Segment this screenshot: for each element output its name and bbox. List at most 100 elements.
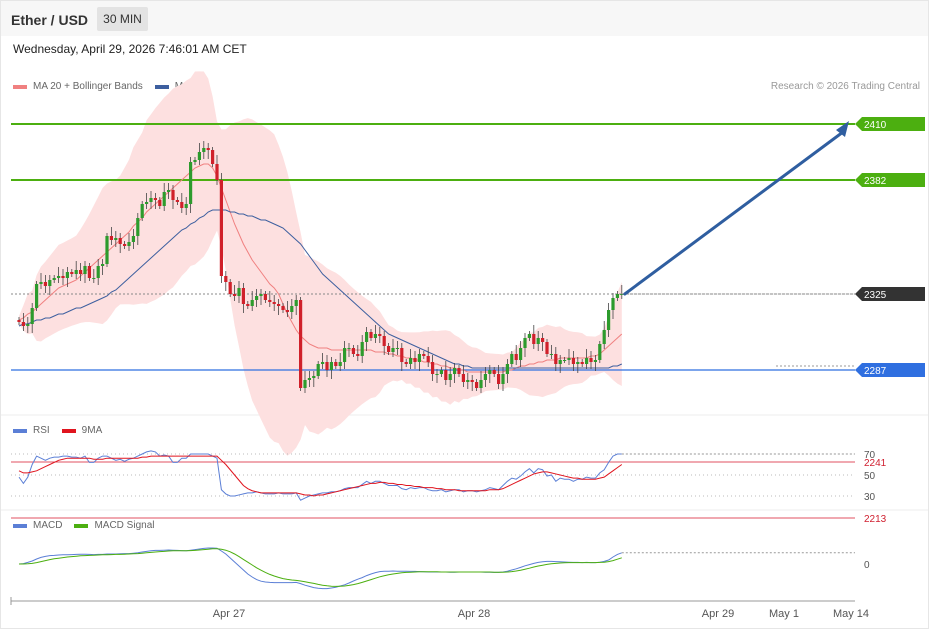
macd-tick-label: 0	[864, 560, 870, 571]
candle-body	[109, 236, 113, 240]
legend-macd-label: MACD	[33, 520, 63, 531]
candle-body	[343, 348, 347, 362]
candle-body	[224, 276, 228, 282]
candle-body	[101, 264, 105, 266]
candle-body	[277, 304, 281, 306]
x-tick-label: Apr 29	[702, 608, 734, 620]
candle-body	[184, 204, 188, 208]
legend-ma20-label: MA 20 + Bollinger Bands	[33, 81, 143, 92]
candle-body	[567, 358, 571, 360]
chart-header: Ether / USD 30 MIN	[1, 1, 928, 36]
candle-body	[444, 370, 448, 380]
candle-body	[475, 382, 479, 388]
candle-body	[127, 242, 131, 246]
candle-body	[26, 324, 30, 326]
candle-body	[105, 236, 109, 264]
candle-body	[360, 342, 364, 356]
candle-body	[30, 308, 34, 324]
candle-body	[461, 374, 465, 382]
rsi-tick-label: 50	[864, 471, 876, 482]
candle-body	[607, 310, 611, 330]
x-tick-label: May 14	[833, 608, 869, 620]
candle-body	[602, 330, 606, 344]
candle-body	[470, 380, 474, 382]
forecast-arrowhead	[836, 121, 849, 137]
candle-body	[285, 310, 289, 312]
candle-body	[585, 358, 589, 364]
candle-body	[554, 354, 558, 364]
candle-body	[175, 200, 179, 202]
candle-body	[79, 270, 83, 274]
candle-body	[149, 198, 153, 202]
macd-swatch	[13, 523, 27, 528]
ma50-line	[18, 209, 623, 369]
candle-body	[549, 354, 553, 355]
candle-body	[241, 288, 245, 304]
candle-body	[422, 354, 426, 356]
candle-body	[180, 202, 184, 208]
candle-body	[237, 288, 241, 296]
candle-body	[510, 354, 514, 364]
rsi-legend: RSI 9MA	[13, 425, 102, 436]
candle-body	[189, 162, 193, 204]
candle-body	[615, 294, 619, 298]
candle-body	[580, 362, 584, 364]
candle-body	[52, 278, 56, 280]
candle-body	[558, 360, 562, 364]
candle-body	[290, 306, 294, 312]
candle-body	[347, 348, 351, 349]
candle-body	[162, 192, 166, 206]
candle-body	[303, 380, 307, 388]
candle-body	[118, 238, 122, 244]
candle-body	[307, 378, 311, 380]
candle-body	[136, 218, 140, 236]
candle-body	[453, 368, 457, 374]
rsi-swatch	[13, 428, 27, 433]
candle-body	[255, 296, 259, 300]
candle-body	[571, 358, 575, 364]
candle-body	[48, 280, 52, 286]
candle-body	[35, 284, 39, 308]
rsi-tick-label: 70	[864, 450, 876, 461]
candle-body	[215, 164, 219, 180]
candle-body	[519, 348, 523, 360]
candle-body	[545, 342, 549, 354]
candle-body	[576, 362, 580, 364]
price-level-label: 2325	[864, 290, 887, 301]
candle-body	[294, 300, 298, 306]
candle-body	[497, 374, 501, 384]
candle-body	[563, 360, 567, 361]
rsi-line	[18, 450, 622, 501]
price-level-label: 2287	[864, 366, 887, 377]
candle-body	[391, 348, 395, 352]
rsi-tick-label: 30	[864, 492, 876, 503]
candle-body	[281, 306, 285, 310]
candle-body	[334, 362, 338, 366]
candle-body	[70, 272, 74, 274]
price-level-tag	[855, 363, 925, 377]
candle-body	[611, 298, 615, 310]
candle-body	[409, 358, 413, 364]
candle-body	[395, 348, 399, 349]
candle-body	[299, 300, 303, 388]
candle-body	[483, 374, 487, 380]
candle-body	[193, 160, 197, 162]
price-level-label: 2213	[864, 514, 887, 525]
bollinger-band-fill	[19, 71, 622, 456]
timeframe-button[interactable]: 30 MIN	[97, 7, 148, 31]
candle-body	[57, 276, 61, 278]
x-tick-label: May 1	[769, 608, 799, 620]
candle-body	[382, 336, 386, 346]
candle-body	[373, 334, 377, 338]
candle-body	[268, 300, 272, 302]
candle-body	[153, 198, 157, 200]
candle-body	[329, 362, 333, 370]
price-level-tag	[855, 117, 925, 131]
candle-body	[593, 360, 597, 362]
candle-body	[514, 354, 518, 360]
candle-body	[167, 190, 171, 192]
legend-rsi-label: RSI	[33, 425, 50, 436]
candle-body	[43, 282, 47, 286]
x-tick-label: Apr 28	[458, 608, 490, 620]
instrument-title: Ether / USD	[11, 12, 89, 28]
